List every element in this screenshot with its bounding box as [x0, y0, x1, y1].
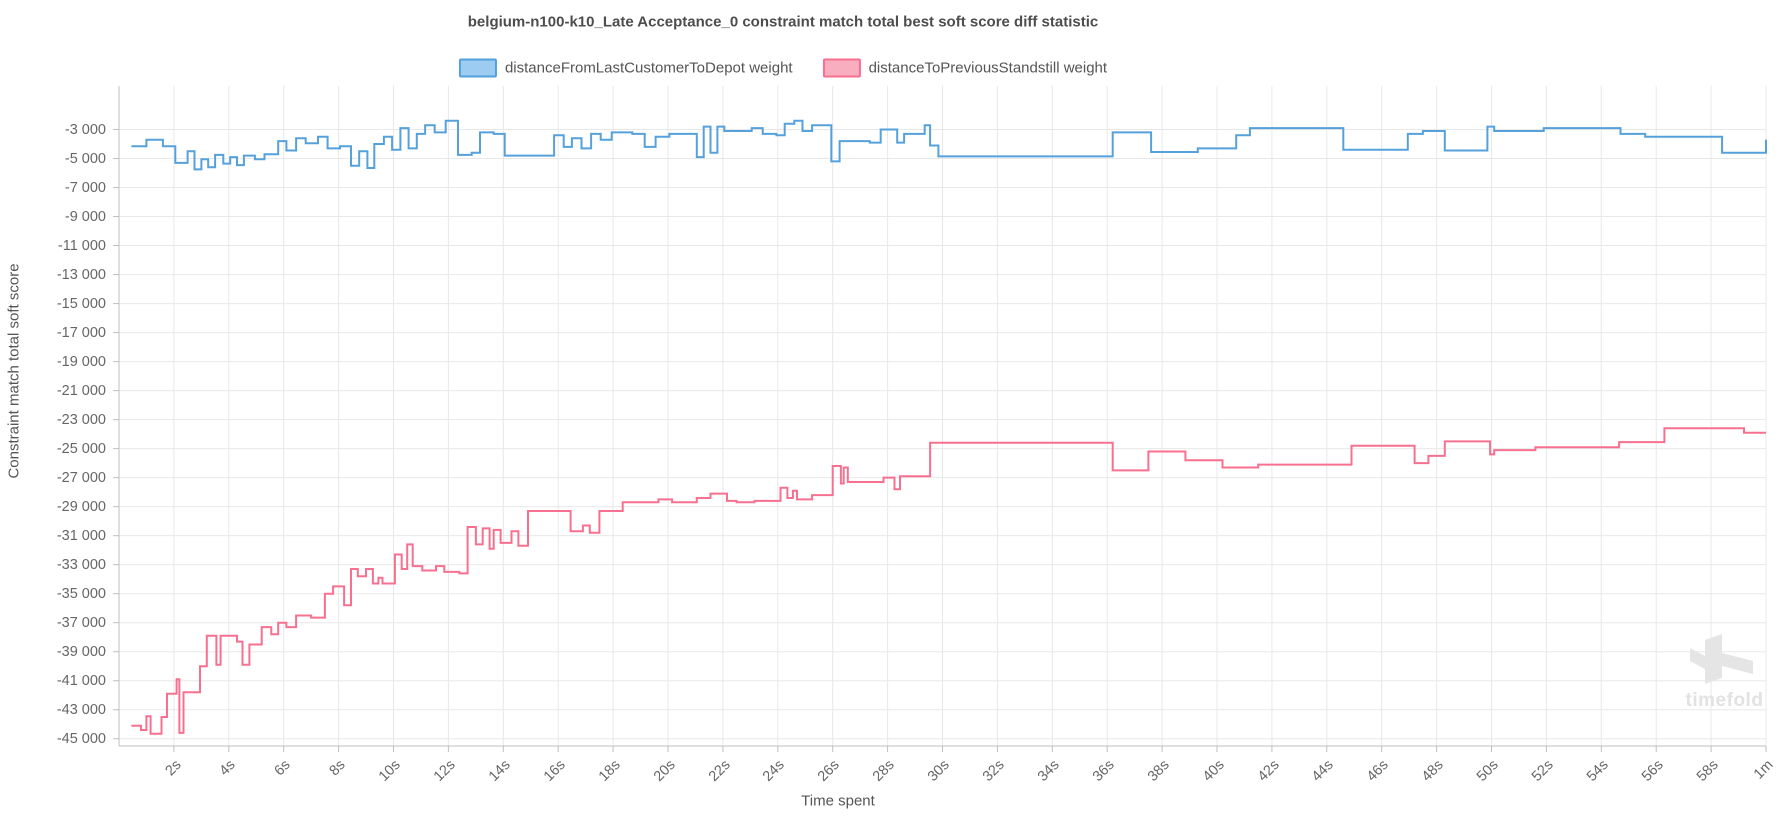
y-tick-label: -13 000 [56, 266, 106, 283]
legend-item-distance-to-previous-standstill[interactable]: distanceToPreviousStandstill weight [822, 58, 1108, 78]
y-tick-label: -27 000 [56, 469, 106, 486]
watermark: timefold [1652, 628, 1792, 712]
series-line-0 [131, 119, 1767, 171]
y-tick-label: -3 000 [64, 121, 106, 138]
legend-label: distanceFromLastCustomerToDepot weight [504, 59, 793, 77]
y-tick-label: -33 000 [56, 556, 106, 573]
legend-swatch-pink [822, 58, 861, 78]
y-tick-label: -5 000 [64, 150, 106, 167]
y-tick-label: -19 000 [56, 353, 106, 370]
y-tick-label: -23 000 [56, 411, 106, 428]
y-tick-label: -35 000 [56, 585, 106, 602]
axis-layer [113, 86, 1767, 752]
series-layer [131, 119, 1767, 735]
y-tick-label: -41 000 [56, 672, 106, 689]
watermark-text: timefold [1685, 690, 1764, 711]
legend-swatch-blue [458, 58, 497, 78]
y-tick-label: -11 000 [57, 237, 106, 254]
x-axis-title: Time spent [801, 792, 875, 810]
y-tick-label: -37 000 [56, 614, 106, 631]
y-tick-label: -15 000 [56, 295, 106, 312]
y-axis-title: Constraint match total soft score [5, 263, 23, 479]
y-tick-label: -31 000 [56, 527, 106, 544]
legend: distanceFromLastCustomerToDepot weight d… [458, 58, 1108, 78]
y-tick-label: -7 000 [64, 179, 106, 196]
y-tick-label: -43 000 [56, 701, 106, 718]
chart-title: belgium-n100-k10_Late Acceptance_0 const… [467, 13, 1099, 31]
y-tick-label: -9 000 [64, 208, 106, 225]
legend-item-distance-from-last-customer[interactable]: distanceFromLastCustomerToDepot weight [458, 58, 793, 78]
legend-label: distanceToPreviousStandstill weight [868, 59, 1108, 77]
y-tick-label: -21 000 [56, 382, 106, 399]
y-tick-label: -25 000 [56, 440, 106, 457]
y-tick-label: -45 000 [56, 730, 106, 747]
y-tick-label: -39 000 [56, 643, 106, 660]
series-line-1 [131, 427, 1766, 735]
timefold-logo-icon [1690, 634, 1753, 684]
y-tick-label: -17 000 [56, 324, 106, 341]
y-tick-label: -29 000 [56, 498, 106, 515]
grid-layer [119, 86, 1767, 746]
